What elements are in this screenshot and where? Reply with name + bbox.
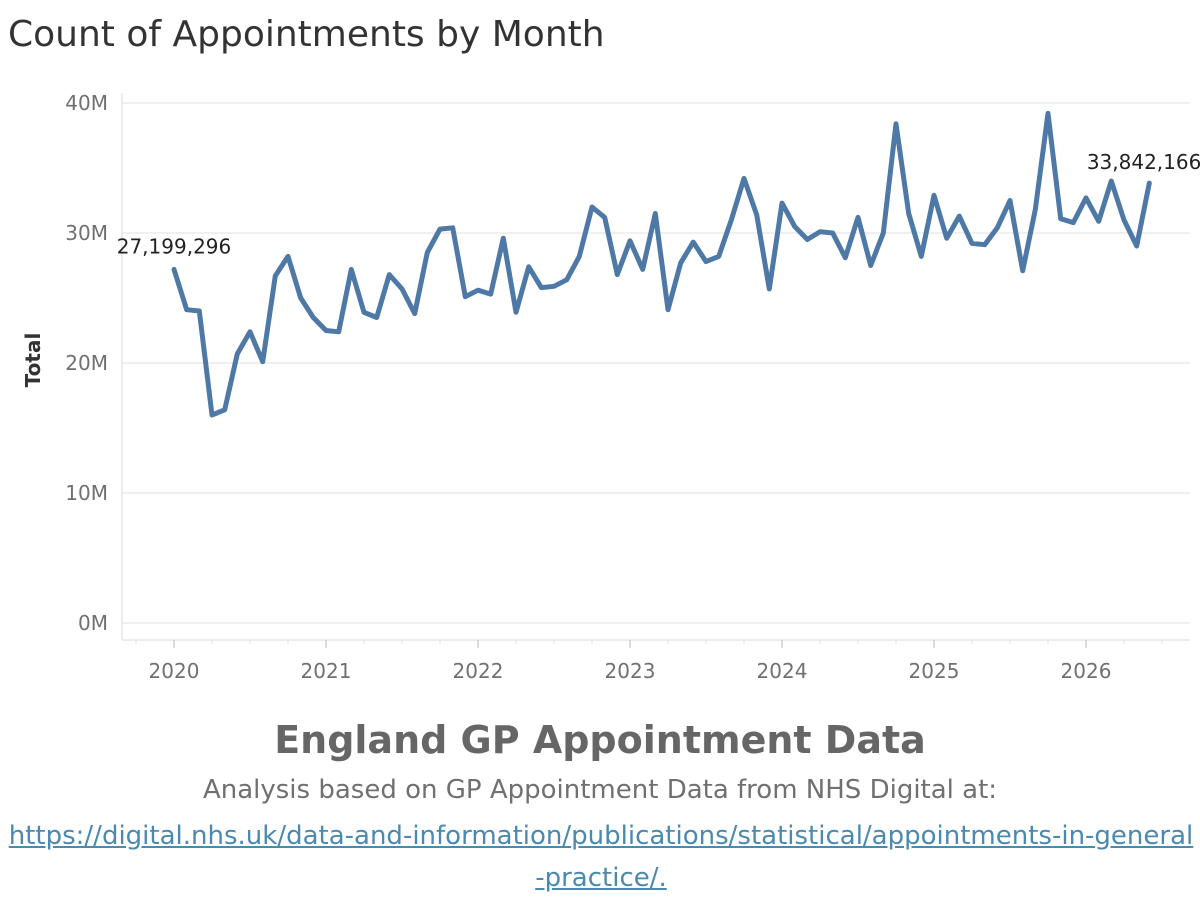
y-tick-label: 30M xyxy=(65,221,108,245)
footer-description: Analysis based on GP Appointment Data fr… xyxy=(202,775,998,805)
y-tick-label: 10M xyxy=(65,481,108,505)
footer-title: England GP Appointment Data xyxy=(274,718,926,762)
y-tick-label: 20M xyxy=(65,351,108,375)
x-tick-label: 2023 xyxy=(605,659,656,683)
series-layer xyxy=(171,110,1152,418)
chart-title: Count of Appointments by Month xyxy=(8,14,605,55)
x-tick-labels: 2020 2021 2022 2023 2024 2025 2026 xyxy=(149,659,1112,683)
y-tick-label: 0M xyxy=(78,611,108,635)
axes xyxy=(121,93,1190,648)
data-label: 33,842,166 xyxy=(1087,150,1200,174)
data-label: 27,199,296 xyxy=(117,234,232,258)
x-tick-label: 2022 xyxy=(453,659,504,683)
gridlines xyxy=(122,102,1190,624)
y-tick-labels: 0M 10M 20M 30M 40M xyxy=(65,91,108,635)
x-tick-label: 2024 xyxy=(757,659,808,683)
series-line xyxy=(171,110,1152,418)
x-tick-label: 2020 xyxy=(149,659,200,683)
y-axis-title: Total xyxy=(21,333,45,388)
source-link[interactable]: https://digital.nhs.uk/data-and-informat… xyxy=(8,821,1194,893)
x-tick-label: 2025 xyxy=(909,659,960,683)
x-tick-label: 2026 xyxy=(1061,659,1112,683)
y-tick-label: 40M xyxy=(65,91,108,115)
x-tick-label: 2021 xyxy=(301,659,352,683)
data-labels: 27,199,296 33,842,166 xyxy=(117,150,1200,258)
